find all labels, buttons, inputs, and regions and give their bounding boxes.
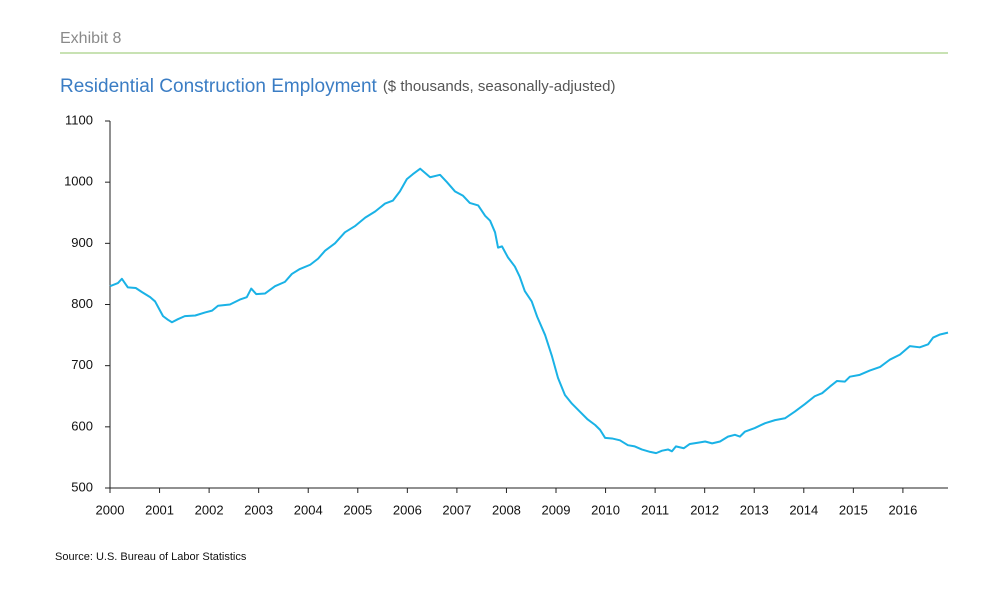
x-tick-label: 2001 xyxy=(145,502,174,517)
x-tick-label: 2006 xyxy=(393,502,422,517)
y-tick-label: 600 xyxy=(71,418,93,433)
series-line xyxy=(109,167,949,455)
x-tick-label: 2005 xyxy=(343,502,372,517)
x-tick-label: 2002 xyxy=(195,502,224,517)
y-tick-label: 900 xyxy=(71,235,93,250)
source-note: Source: U.S. Bureau of Labor Statistics xyxy=(55,551,247,563)
x-tick-label: 2004 xyxy=(294,502,323,517)
x-tick-label: 2008 xyxy=(492,502,521,517)
x-tick-label: 2000 xyxy=(96,502,125,517)
y-tick-label: 1100 xyxy=(65,112,93,127)
x-tick-label: 2011 xyxy=(641,502,669,517)
y-tick-label: 1000 xyxy=(64,174,93,189)
y-tick-label: 500 xyxy=(71,479,93,494)
x-tick-label: 2012 xyxy=(690,502,719,517)
chart-subtitle: ($ thousands, seasonally-adjusted) xyxy=(383,78,616,95)
x-tick-label: 2015 xyxy=(839,502,868,517)
x-tick-label: 2003 xyxy=(244,502,273,517)
x-tick-label: 2013 xyxy=(740,502,769,517)
x-tick-label: 2010 xyxy=(591,502,620,517)
x-tick-label: 2014 xyxy=(789,502,818,517)
y-tick-label: 800 xyxy=(71,296,93,311)
x-tick-label: 2016 xyxy=(888,502,917,517)
y-tick-label: 700 xyxy=(71,357,93,372)
chart-heading: Residential Construction Employment ($ th… xyxy=(60,76,615,97)
x-tick-label: 2007 xyxy=(442,502,471,517)
exhibit-label: Exhibit 8 xyxy=(60,30,121,47)
x-tick-label: 2009 xyxy=(542,502,571,517)
chart-title: Residential Construction Employment xyxy=(60,76,378,97)
